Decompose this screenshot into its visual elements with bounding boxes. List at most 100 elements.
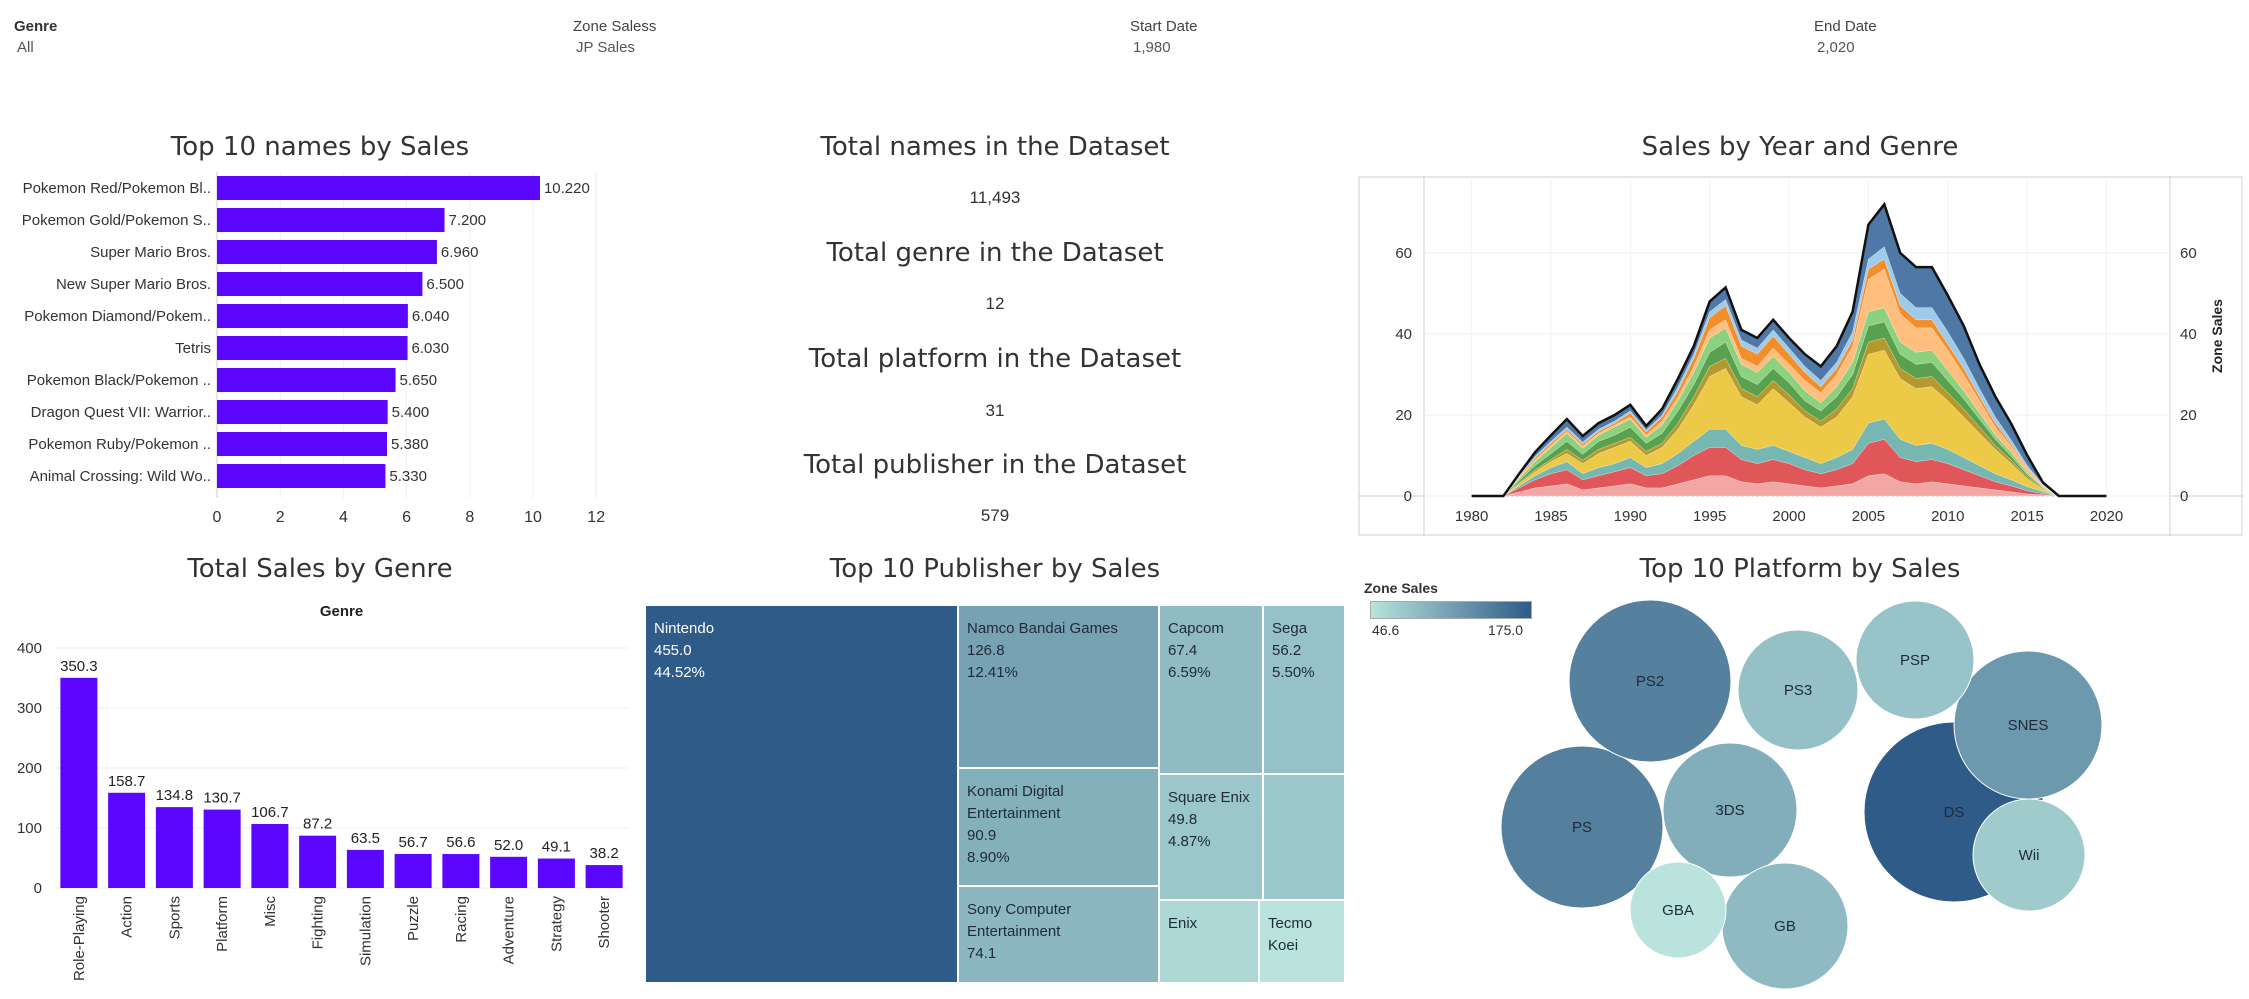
bar [217, 240, 437, 264]
bar [217, 304, 408, 328]
bar [585, 865, 623, 888]
kpi-genre-title: Total genre in the Dataset [826, 238, 1164, 268]
x-tick-label: 6 [402, 509, 411, 526]
filter-start-date[interactable]: Start Date 1,980 [1130, 18, 1198, 56]
bar [108, 792, 146, 888]
y-tick-label: 60 [1395, 245, 1412, 262]
kpi-publisher-title: Total publisher in the Dataset [803, 450, 1187, 480]
top-platform-title: Top 10 Platform by Sales [1639, 554, 1961, 584]
filter-value[interactable]: All [17, 39, 34, 56]
x-tick-label: 2015 [2010, 508, 2043, 525]
category-label: Fighting [310, 896, 327, 949]
data-label: 6.030 [412, 340, 450, 357]
filter-label: Zone Saless [573, 18, 657, 35]
category-label: Platform [214, 896, 231, 952]
x-tick-label: 12 [587, 509, 605, 526]
top-names-chart: 0 2 4 6 8 10 12 Pokemon Red/Pokemon Bl.. 10.220 P… [22, 172, 605, 526]
category-label: Animal Crossing: Wild Wo.. [30, 468, 211, 485]
bar [217, 400, 388, 424]
total-line [1471, 201, 2107, 498]
category-label: Shooter [596, 896, 613, 949]
treemap-value: 67.4 [1168, 642, 1198, 659]
treemap-value: 74.1 [967, 945, 997, 962]
category-label: Pokemon Black/Pokemon .. [27, 372, 211, 389]
y2-tick-label: 20 [2180, 407, 2197, 424]
x-axis-title: Genre [320, 603, 363, 620]
bubble [1629, 861, 1727, 959]
treemap-pct: 4.87% [1168, 833, 1211, 850]
data-label: 6.960 [441, 244, 479, 261]
bubble [1500, 745, 1664, 909]
filter-label: Start Date [1130, 18, 1198, 35]
treemap-pct: 44.52% [654, 664, 705, 681]
bubble-label: PS3 [1784, 682, 1812, 699]
y-tick-label: 0 [1404, 488, 1412, 505]
data-label: 5.380 [391, 436, 429, 453]
bubble-label: PS [1572, 819, 1592, 836]
y-tick-label: 0 [34, 880, 42, 897]
y-tick-label: 20 [1395, 407, 1412, 424]
treemap-name: Enix [1168, 915, 1198, 932]
data-label: 6.040 [412, 308, 450, 325]
treemap-cell: Capcom 67.4 6.59% [1159, 605, 1263, 774]
data-label: 130.7 [203, 790, 241, 807]
x-tick-label: 2020 [2090, 508, 2123, 525]
bubble-label: GB [1774, 918, 1796, 935]
treemap-cell: Konami Digital Entertainment 90.9 8.90% [958, 768, 1159, 886]
filter-value[interactable]: 1,980 [1133, 39, 1171, 56]
category-label: Pokemon Ruby/Pokemon .. [28, 436, 211, 453]
category-label: Misc [262, 896, 279, 927]
bubble-label: SNES [2008, 717, 2049, 734]
legend-max: 175.0 [1488, 622, 1524, 638]
treemap-cell: Nintendo 455.0 44.52% [645, 605, 958, 983]
x-tick-label: 0 [213, 509, 222, 526]
treemap-cell [1263, 774, 1345, 900]
treemap-name: Konami Digital Entertainment [967, 783, 1064, 822]
treemap-value: 90.9 [967, 827, 997, 844]
top-platform-bubbles: DS PS PS2 SNES 3DS GB PS3 Wii PSP GBA [1500, 599, 2103, 990]
treemap-value: 126.8 [967, 642, 1005, 659]
x-tick-label: 1985 [1534, 508, 1567, 525]
treemap-cell: Square Enix 49.8 4.87% [1159, 774, 1263, 900]
data-label: 106.7 [251, 804, 289, 821]
bar [442, 854, 480, 888]
treemap-value: 56.2 [1272, 642, 1302, 659]
x-tick-label: 1990 [1614, 508, 1647, 525]
y-tick-label: 100 [17, 820, 42, 837]
data-label: 5.400 [392, 404, 430, 421]
sales-by-genre-title: Total Sales by Genre [187, 554, 453, 584]
filter-zone-sales[interactable]: Zone Saless JP Sales [573, 18, 656, 56]
bubble-label: PSP [1900, 652, 1930, 669]
data-label: 56.6 [446, 834, 475, 851]
data-label: 63.5 [351, 830, 380, 847]
y2-tick-label: 0 [2180, 488, 2188, 505]
x-tick-label: 2010 [1931, 508, 1964, 525]
treemap-cell: Tecmo Koei [1259, 900, 1345, 983]
data-label: 5.330 [389, 468, 427, 485]
kpi-publisher-value: 579 [980, 506, 1010, 525]
y-axis-label: Zone Sales [2209, 299, 2225, 373]
treemap-pct: 6.59% [1168, 664, 1211, 681]
filter-end-date[interactable]: End Date 2,020 [1814, 18, 1877, 56]
filter-value[interactable]: JP Sales [576, 39, 635, 56]
x-tick-label: 1980 [1455, 508, 1488, 525]
treemap-name: Sega [1272, 620, 1308, 637]
x-tick-label: 8 [465, 509, 474, 526]
treemap-cell: Namco Bandai Games 126.8 12.41% [958, 605, 1159, 768]
kpi-genre-value: 12 [985, 294, 1005, 313]
treemap-value: 49.8 [1168, 811, 1198, 828]
bar [217, 272, 423, 296]
category-label: Puzzle [405, 896, 422, 941]
data-label: 87.2 [303, 816, 332, 833]
data-label: 158.7 [108, 773, 146, 790]
filter-label: Genre [14, 18, 58, 35]
treemap-name: Tecmo Koei [1268, 915, 1313, 954]
filter-genre[interactable]: Genre All [14, 18, 57, 56]
x-tick-label: 2005 [1852, 508, 1885, 525]
treemap-name: Square Enix [1168, 789, 1250, 806]
data-label: 10.220 [544, 180, 590, 197]
treemap-name: Sony Computer Entertainment [967, 901, 1072, 940]
category-label: Strategy [548, 896, 565, 952]
filter-value[interactable]: 2,020 [1817, 39, 1855, 56]
